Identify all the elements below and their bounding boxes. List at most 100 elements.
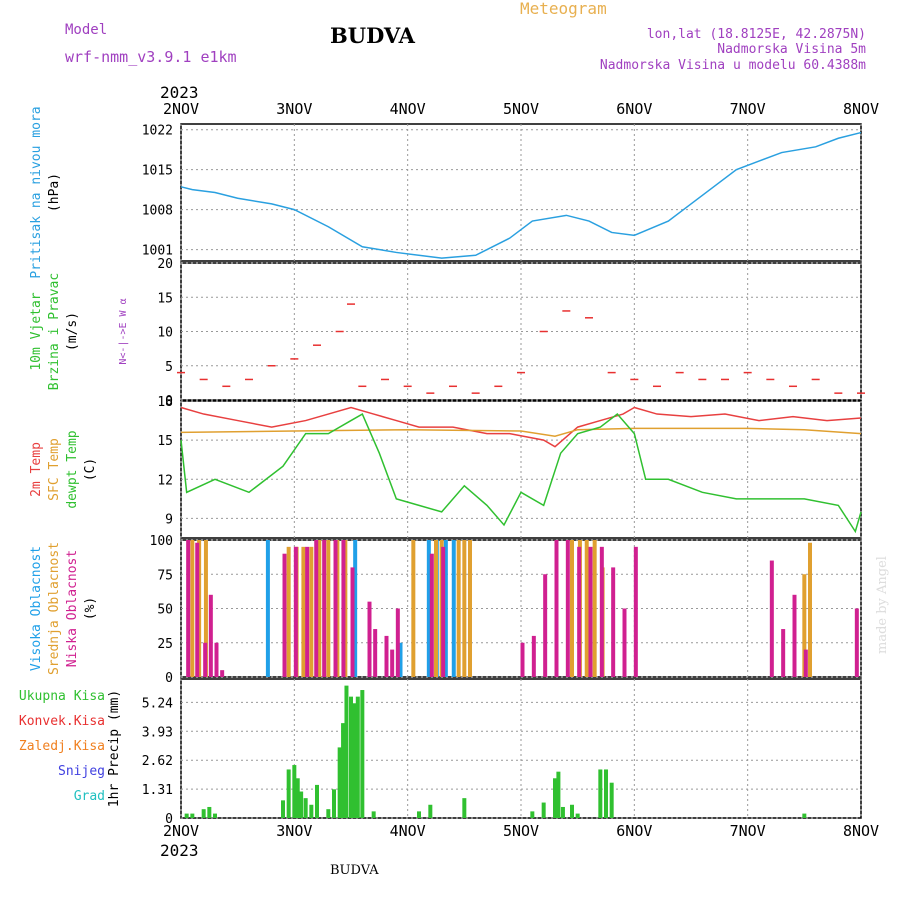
precipitation-panel: 2NOV 3NOV 4NOV 5NOV 6NOV 7NOV 8NOV 0 1.31 2.62 3.9… <box>19 678 879 840</box>
y-axis-label: SFC Temp <box>47 438 62 501</box>
clouds-bar <box>633 546 638 677</box>
precipitation-bar <box>349 696 353 818</box>
clouds-bar <box>265 540 270 677</box>
clouds-bar <box>456 540 461 677</box>
clouds-bar <box>367 601 372 677</box>
clouds-bar <box>808 542 812 677</box>
y-tick-label: 50 <box>157 603 173 618</box>
elevation-label: Nadmorska Visina 5m <box>717 42 866 57</box>
wind-panel: 0 5 10 15 20 10m Vjetar Brzina i Pravac (m/s) N<… <box>29 257 865 409</box>
y-axis-label: Niska Oblacnost <box>65 550 80 667</box>
y-tick-label: 75 <box>157 568 173 583</box>
clouds-bar <box>341 540 346 677</box>
clouds-bar <box>286 546 291 677</box>
precipitation-bar <box>609 782 614 818</box>
x-tick-label-top: 5NOV <box>503 100 539 118</box>
precipitation-bar <box>332 789 336 818</box>
model-label: Model <box>65 22 107 38</box>
precipitation-bar <box>190 813 195 818</box>
clouds-bar <box>570 540 574 677</box>
y-tick-label: 1015 <box>142 164 173 179</box>
clouds-bar <box>769 560 774 677</box>
precipitation-bar <box>428 804 433 818</box>
x-tick-label-top: 4NOV <box>390 100 426 118</box>
clouds-bar <box>592 540 597 677</box>
clouds-bar <box>451 540 456 677</box>
clouds-bar <box>468 540 472 677</box>
precipitation-bar <box>315 784 319 818</box>
y-tick-label: 25 <box>157 637 173 652</box>
precipitation-bar <box>371 811 376 818</box>
clouds-bar <box>803 649 808 677</box>
clouds-bar <box>443 540 448 677</box>
model-name: wrf-nmm_v3.9.1 e1km <box>65 48 237 66</box>
clouds-bar <box>220 670 225 677</box>
clouds-bar <box>577 546 582 677</box>
y-axis-label: (C) <box>83 458 98 481</box>
clouds-bar <box>309 546 314 677</box>
clouds-bar <box>293 546 298 677</box>
y-tick-label: 18 <box>157 395 173 410</box>
year-top: 2023 <box>160 83 199 102</box>
wind-compass-label: N<-|->E W α <box>118 298 129 364</box>
clouds-bar <box>398 642 403 677</box>
lonlat-label: lon,lat (18.8125E, 42.2875N) <box>647 27 866 42</box>
clouds-bar <box>565 540 570 677</box>
x-tick-label-bottom: 6NOV <box>616 822 652 840</box>
y-tick-label: 10 <box>157 326 173 341</box>
precipitation-bar <box>352 703 357 818</box>
clouds-bar <box>373 629 378 677</box>
clouds-bar <box>190 540 195 677</box>
legend-entry: Ukupna Kisa <box>19 689 105 704</box>
x-tick-label-top: 6NOV <box>616 100 652 118</box>
precipitation-bar <box>560 806 565 818</box>
precipitation-bar <box>355 696 360 818</box>
precipitation-bar <box>604 769 608 818</box>
legend-entry: Grad <box>74 789 105 804</box>
x-tick-label-bottom: 7NOV <box>730 822 766 840</box>
clouds-bar <box>195 542 200 677</box>
clouds-bar <box>214 642 219 677</box>
y-axis-label: 1hr Precip (mm) <box>107 690 122 807</box>
x-tick-label-bottom: 2NOV <box>163 822 199 840</box>
x-tick-label-bottom: 5NOV <box>503 822 539 840</box>
clouds-bar <box>802 574 807 677</box>
y-axis-label: 10m Vjetar <box>29 292 44 370</box>
year-bottom: 2023 <box>160 841 199 860</box>
clouds-bar <box>441 546 446 677</box>
legend-entry: Snijeg <box>58 764 105 779</box>
x-tick-label-bottom: 4NOV <box>390 822 426 840</box>
clouds-bar <box>781 629 786 677</box>
clouds-bar <box>203 540 208 677</box>
credit-label: made by Angel <box>875 556 890 654</box>
clouds-bar <box>434 540 438 677</box>
clouds-bar <box>588 546 593 677</box>
clouds-bar <box>203 642 208 677</box>
clouds-bar <box>584 540 589 677</box>
precipitation-bar <box>207 806 212 818</box>
y-tick-label: 100 <box>150 534 173 549</box>
clouds-bar <box>854 608 859 677</box>
y-axis-label: Brzina i Pravac <box>47 273 62 390</box>
precipitation-bar <box>360 690 365 818</box>
precipitation-bar <box>541 802 546 818</box>
precipitation-bar <box>309 804 314 818</box>
clouds-bar <box>322 540 327 677</box>
x-tick-label-bottom: 3NOV <box>276 822 312 840</box>
x-tick-label-top: 3NOV <box>276 100 312 118</box>
clouds-bar <box>622 608 627 677</box>
footer-station: BUDVA <box>330 863 379 878</box>
precipitation-bar <box>184 813 189 818</box>
model-elevation-label: Nadmorska Visina u modelu 60.4388m <box>600 58 866 73</box>
clouds-bar <box>384 635 389 677</box>
y-tick-label: 0 <box>165 671 173 686</box>
y-tick-label: 1008 <box>142 204 173 219</box>
y-axis-label: (%) <box>83 597 98 620</box>
clouds-bar <box>326 540 331 677</box>
precipitation-bar <box>462 798 467 818</box>
precipitation-bar <box>553 778 557 818</box>
clouds-bar <box>282 553 287 677</box>
y-tick-label: 3.93 <box>142 725 173 740</box>
clouds-bar <box>186 540 191 677</box>
